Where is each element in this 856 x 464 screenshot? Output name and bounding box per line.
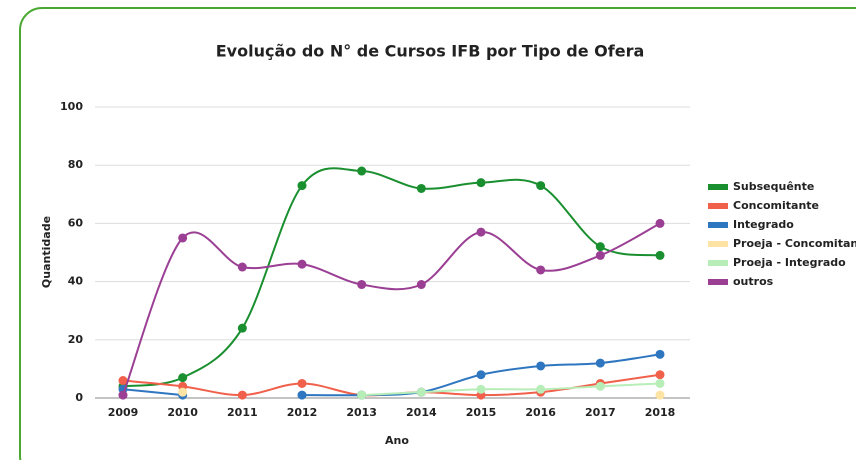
legend-swatch — [708, 279, 728, 285]
data-point — [476, 178, 486, 188]
x-tick-label: 2013 — [346, 406, 377, 419]
legend-swatch — [708, 222, 728, 228]
legend-label: Proeja - Integrado — [733, 256, 846, 269]
y-tick-label: 100 — [60, 100, 83, 113]
series-line — [122, 167, 661, 388]
x-tick-label: 2018 — [645, 406, 676, 419]
data-point — [118, 376, 128, 386]
data-point — [655, 378, 665, 388]
data-point — [237, 262, 247, 272]
data-point — [536, 361, 546, 371]
data-point — [237, 390, 247, 400]
legend-swatch — [708, 203, 728, 209]
y-tick-label: 0 — [75, 391, 83, 404]
data-point — [595, 242, 605, 252]
data-point — [416, 387, 426, 397]
chart-title: Evolução do N° de Cursos IFB por Tipo de… — [216, 42, 645, 61]
legend-swatch — [708, 184, 728, 190]
data-point — [476, 384, 486, 394]
data-point — [655, 218, 665, 228]
data-point — [357, 390, 367, 400]
data-point — [655, 250, 665, 260]
y-tick-label: 60 — [68, 216, 84, 229]
data-point — [416, 280, 426, 290]
x-tick-label: 2010 — [167, 406, 198, 419]
data-point — [297, 390, 307, 400]
data-point — [416, 183, 426, 193]
legend-label: outros — [733, 275, 774, 288]
data-point — [476, 370, 486, 380]
y-tick-label: 20 — [68, 333, 84, 346]
legend-label: Integrado — [733, 218, 794, 231]
card — [19, 7, 856, 464]
data-point — [595, 250, 605, 260]
legend-swatch — [708, 241, 728, 247]
data-point — [178, 387, 188, 397]
data-point — [655, 370, 665, 380]
legend-label: Concomitante — [733, 199, 819, 212]
x-tick-label: 2009 — [108, 406, 139, 419]
x-tick-label: 2011 — [227, 406, 258, 419]
data-point — [595, 358, 605, 368]
data-point — [118, 390, 128, 400]
data-point — [536, 181, 546, 191]
data-point — [655, 390, 665, 400]
data-point — [536, 265, 546, 275]
legend-swatch — [708, 260, 728, 266]
x-tick-label: 2012 — [287, 406, 318, 419]
x-axis-label: Ano — [385, 434, 409, 447]
y-axis-label: Quantidade — [40, 216, 53, 288]
y-tick-label: 80 — [68, 158, 84, 171]
data-point — [178, 373, 188, 383]
legend-label: Proeja - Concomitante — [733, 237, 856, 250]
data-point — [536, 384, 546, 394]
data-point — [595, 381, 605, 391]
data-point — [357, 166, 367, 176]
data-point — [237, 323, 247, 333]
data-point — [476, 227, 486, 237]
data-point — [297, 259, 307, 269]
data-point — [297, 181, 307, 191]
y-tick-label: 40 — [68, 275, 84, 288]
data-point — [178, 233, 188, 243]
x-tick-label: 2015 — [466, 406, 497, 419]
x-tick-label: 2017 — [585, 406, 616, 419]
legend-label: Subsequênte — [733, 180, 814, 193]
data-point — [357, 280, 367, 290]
x-tick-label: 2016 — [525, 406, 556, 419]
x-tick-label: 2014 — [406, 406, 437, 419]
data-point — [655, 349, 665, 359]
series-line — [361, 382, 661, 397]
data-point — [297, 378, 307, 388]
